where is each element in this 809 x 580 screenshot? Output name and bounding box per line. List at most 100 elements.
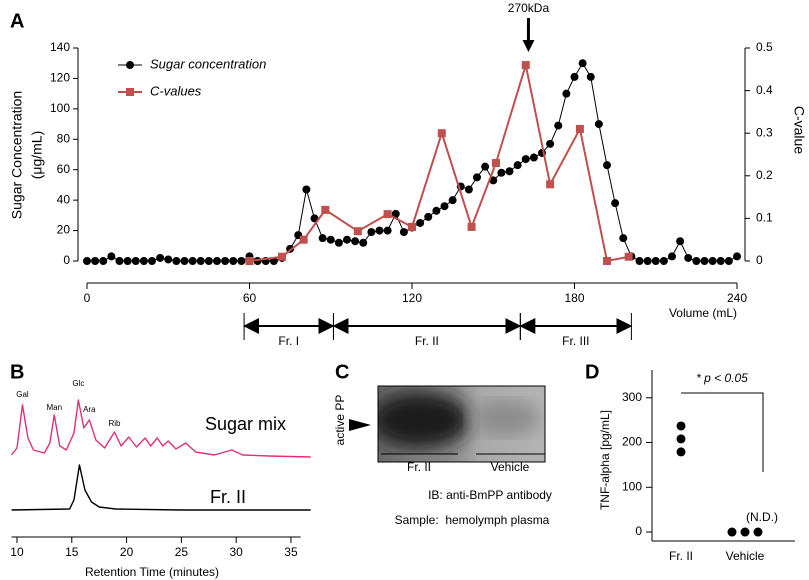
data-point	[684, 253, 693, 262]
significance-bracket	[681, 392, 764, 472]
peak-label: Glc	[72, 379, 84, 388]
data-point	[383, 226, 392, 235]
peak-label: Gal	[16, 390, 29, 399]
y-tick-label: 300	[622, 390, 642, 404]
data-point	[148, 257, 156, 265]
data-point	[375, 226, 384, 235]
y-tick-label: 0	[635, 524, 642, 538]
data-point	[708, 257, 717, 265]
data-point	[546, 180, 555, 189]
data-point	[473, 173, 481, 182]
data-point	[624, 252, 633, 261]
data-point	[229, 257, 238, 265]
data-point	[497, 168, 506, 177]
data-point	[619, 234, 628, 243]
data-point	[448, 196, 457, 205]
data-point	[408, 222, 416, 231]
data-point	[724, 257, 733, 265]
data-point	[676, 447, 686, 457]
data-point	[83, 257, 91, 265]
data-point	[727, 527, 737, 537]
data-point	[424, 212, 433, 221]
data-point	[172, 257, 181, 265]
y-tick-label: 40	[57, 192, 71, 206]
lane-label: Vehicle	[491, 460, 530, 474]
x-tick-label: 20	[120, 545, 134, 559]
data-point	[196, 257, 205, 265]
data-point	[213, 257, 221, 265]
panel-label: A	[10, 10, 24, 32]
trace-label: Fr. II	[210, 487, 246, 507]
x-tick-label: 180	[564, 291, 584, 305]
data-point	[237, 257, 246, 265]
y-axis-label: Sugar Concentration	[9, 91, 25, 219]
data-point	[204, 257, 213, 265]
data-point	[635, 257, 644, 265]
x-axis-label: Retention Time (minutes)	[85, 565, 219, 579]
data-point	[123, 257, 132, 265]
data-point	[180, 257, 189, 265]
data-point	[676, 434, 686, 444]
data-point	[351, 237, 360, 246]
data-point	[716, 257, 725, 265]
data-point	[521, 155, 530, 164]
data-point	[326, 235, 335, 244]
data-point	[318, 234, 327, 243]
data-point	[740, 527, 750, 537]
data-point	[481, 162, 490, 171]
data-point	[505, 167, 514, 176]
data-point	[432, 206, 441, 215]
data-point	[399, 228, 408, 237]
data-point	[321, 205, 330, 214]
data-point	[437, 129, 446, 138]
data-point	[131, 257, 140, 265]
data-point	[659, 257, 668, 265]
data-point	[692, 257, 701, 265]
y2-tick-label: 0	[756, 253, 763, 267]
data-point	[562, 89, 571, 98]
fraction-label: Fr. I	[278, 334, 299, 348]
annotation-arrowhead	[522, 40, 535, 52]
x-tick-label: 25	[175, 545, 189, 559]
data-point	[440, 202, 449, 211]
data-point	[676, 237, 685, 246]
data-point	[643, 257, 652, 265]
y-axis-label: (μg/mL)	[29, 131, 45, 180]
legend-marker	[126, 88, 134, 96]
data-point	[334, 238, 343, 247]
x-axis-label: Volume (mL)	[669, 306, 737, 320]
x-tick-label: 240	[727, 291, 747, 305]
x-tick-label: 10	[10, 545, 24, 559]
data-point	[107, 252, 116, 261]
x-tick-label: 30	[229, 545, 243, 559]
data-point	[521, 61, 530, 70]
annotation: 270kDa	[508, 1, 550, 15]
data-point	[513, 161, 522, 170]
blot-bands	[378, 392, 540, 448]
y-tick-label: 20	[57, 223, 71, 237]
data-point	[343, 235, 351, 244]
data-point	[753, 527, 763, 537]
band-arrow	[349, 419, 371, 431]
data-point	[416, 218, 425, 227]
x-tick-label: 60	[243, 291, 257, 305]
data-point	[383, 210, 392, 219]
chromatogram	[11, 464, 311, 511]
data-point	[99, 257, 108, 265]
data-point	[299, 235, 308, 244]
fraction-label: Fr. II	[415, 334, 439, 348]
data-point	[188, 257, 197, 265]
y-tick-label: 80	[57, 131, 71, 145]
x-tick-label: Fr. II	[669, 549, 693, 563]
blot-note: IB: anti-BmPP antibody	[428, 488, 552, 502]
chromatogram	[10, 399, 311, 458]
data-point	[302, 185, 311, 194]
series-line	[249, 64, 629, 263]
x-tick-label: 0	[84, 291, 91, 305]
data-point	[733, 252, 741, 261]
y2-tick-label: 0.2	[756, 168, 773, 182]
data-point	[603, 161, 611, 170]
x-tick-label: 35	[284, 545, 298, 559]
x-tick-label: 120	[402, 291, 422, 305]
data-point	[651, 257, 660, 265]
